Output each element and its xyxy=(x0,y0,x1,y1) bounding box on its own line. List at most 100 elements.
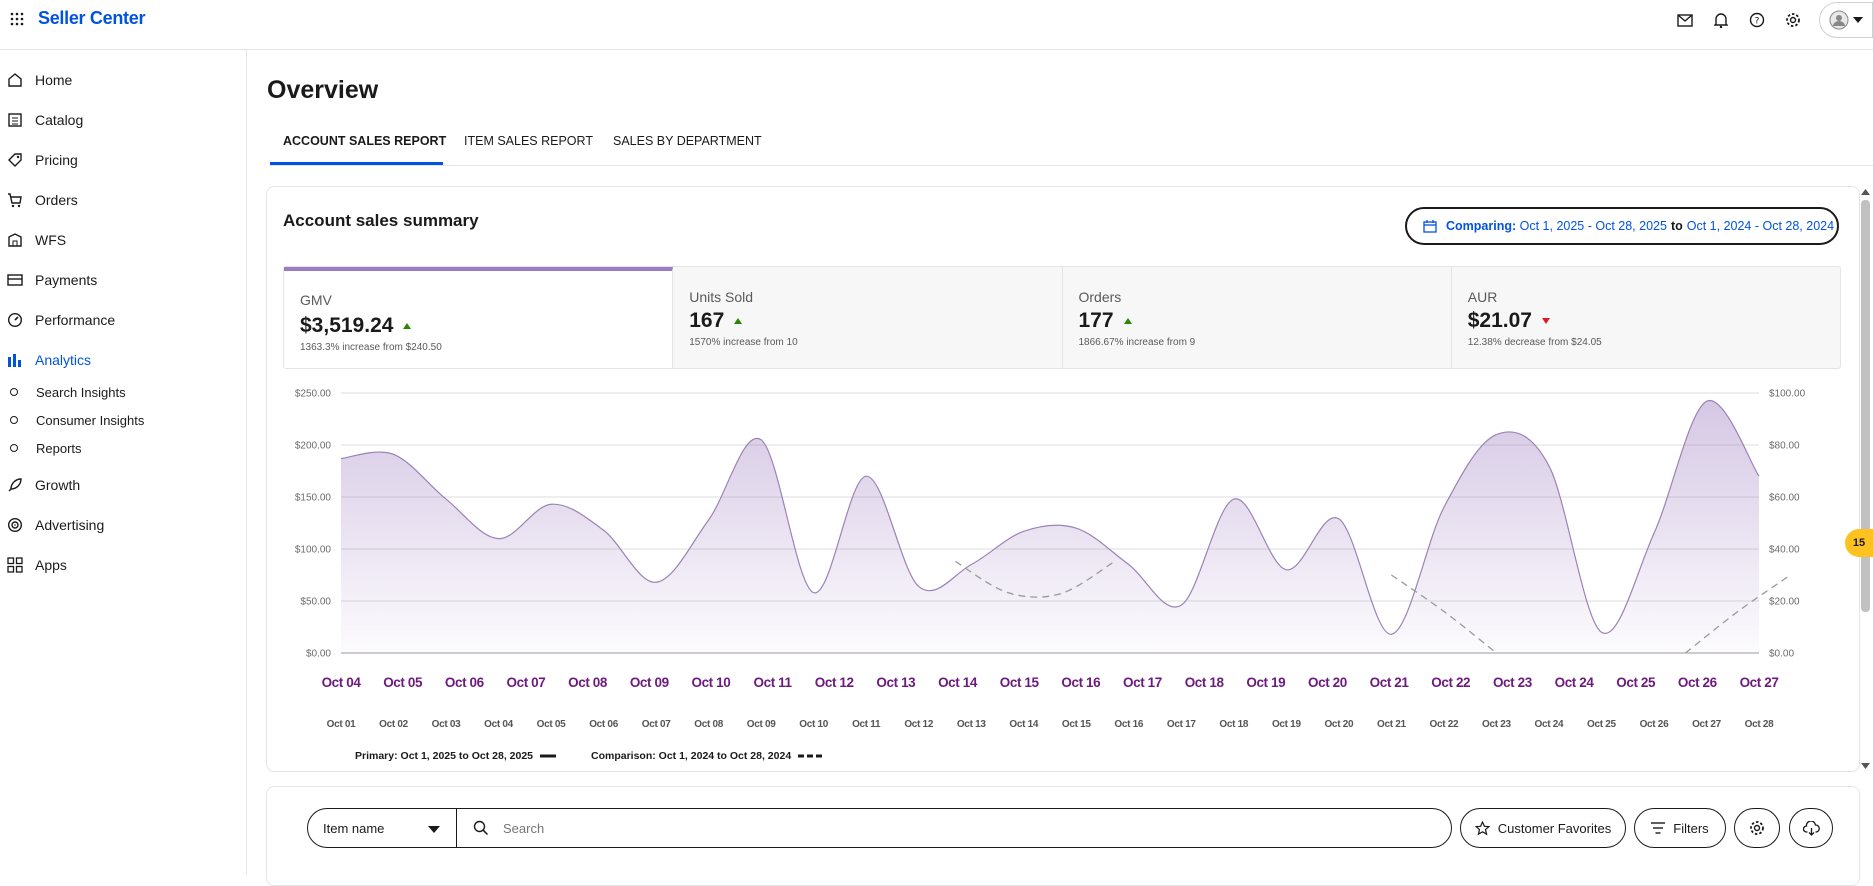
primary-date-label: Oct 25 xyxy=(1616,675,1656,690)
metric-tile-aur[interactable]: AUR $21.07 12.38% decrease from $24.05 xyxy=(1452,267,1840,368)
bullet-icon xyxy=(10,444,18,452)
sidebar-item-performance[interactable]: Performance xyxy=(0,308,246,332)
metric-tile-gmv[interactable]: GMV $3,519.24 1363.3% increase from $240… xyxy=(284,267,674,368)
download-button[interactable] xyxy=(1789,808,1833,848)
table-settings-button[interactable] xyxy=(1734,808,1780,848)
filters-label: Filters xyxy=(1673,820,1709,836)
sidebar-item-catalog[interactable]: Catalog xyxy=(0,108,246,132)
primary-line xyxy=(340,400,1760,635)
sidebar-item-home[interactable]: Home xyxy=(0,68,246,92)
bullet-icon xyxy=(10,388,18,396)
primary-date-label: Oct 26 xyxy=(1678,675,1718,690)
legend-comparison-label: Comparison: Oct 1, 2024 to Oct 28, 2024 xyxy=(591,750,792,762)
bar-chart-icon xyxy=(8,354,21,367)
sidebar-item-pricing[interactable]: Pricing xyxy=(0,148,246,172)
comparison-date-label: Oct 05 xyxy=(537,719,567,730)
tab-sales-by-department[interactable]: SALES BY DEPARTMENT xyxy=(613,134,762,148)
comparison-date-label: Oct 15 xyxy=(1062,719,1092,730)
brand-logo[interactable]: Seller Center xyxy=(38,8,146,28)
help-icon[interactable]: ? xyxy=(1739,2,1775,38)
sidebar-subitem-search-insights[interactable]: Search Insights xyxy=(0,382,246,402)
sidebar-item-label: Growth xyxy=(35,477,81,493)
filters-button[interactable]: Filters xyxy=(1634,808,1726,848)
home-icon xyxy=(8,73,22,87)
sidebar-item-analytics[interactable]: Analytics xyxy=(0,348,246,372)
sidebar-item-orders[interactable]: Orders xyxy=(0,188,246,212)
primary-date-label: Oct 13 xyxy=(876,675,916,690)
report-tabs: ACCOUNT SALES REPORT ITEM SALES REPORT S… xyxy=(270,124,1873,166)
primary-date-label: Oct 23 xyxy=(1493,675,1533,690)
cart-icon xyxy=(8,193,22,208)
card-scrollbar[interactable] xyxy=(1858,186,1873,772)
comparison-date-label: Oct 17 xyxy=(1167,719,1197,730)
primary-date-label: Oct 22 xyxy=(1431,675,1470,690)
active-tab-indicator xyxy=(270,162,443,165)
comparison-date-label: Oct 20 xyxy=(1324,719,1354,730)
gear-icon[interactable] xyxy=(1775,2,1811,38)
primary-date-label: Oct 06 xyxy=(445,675,485,690)
apps-icon xyxy=(7,557,23,573)
search-field-select[interactable]: Item name xyxy=(307,808,457,848)
customer-favorites-button[interactable]: Customer Favorites xyxy=(1460,808,1626,848)
comparison-date-label: Oct 27 xyxy=(1692,719,1722,730)
metric-delta: 1866.67% increase from 9 xyxy=(1078,337,1196,348)
comparison-line xyxy=(1685,574,1791,654)
sidebar-subitem-label: Reports xyxy=(36,440,82,456)
comparison-date-label: Oct 13 xyxy=(957,719,987,730)
metric-tile-orders[interactable]: Orders 177 1866.67% increase from 9 xyxy=(1063,267,1452,368)
metric-tile-units-sold[interactable]: Units Sold 167 1570% increase from 10 xyxy=(673,267,1063,368)
y-left-tick-label: $100.00 xyxy=(295,545,332,556)
comparison-date-label: Oct 16 xyxy=(1114,719,1144,730)
compare-secondary-range: Oct 1, 2024 - Oct 28, 2024 xyxy=(1686,219,1835,233)
primary-date-label: Oct 14 xyxy=(938,675,978,690)
caret-down-icon xyxy=(428,826,440,833)
app-grid-icon[interactable] xyxy=(10,12,24,26)
catalog-icon xyxy=(8,113,22,127)
date-compare-button[interactable]: Comparing: Oct 1, 2025 - Oct 28, 2025 to… xyxy=(1405,207,1839,245)
sidebar-item-growth[interactable]: Growth xyxy=(0,473,246,497)
account-menu-button[interactable] xyxy=(1819,2,1873,38)
sidebar-subitem-label: Search Insights xyxy=(36,384,126,400)
primary-date-label: Oct 08 xyxy=(568,675,608,690)
search-icon xyxy=(473,820,489,836)
gear-icon xyxy=(1750,821,1764,835)
tab-account-sales-report[interactable]: ACCOUNT SALES REPORT xyxy=(283,134,447,148)
calendar-icon xyxy=(1423,219,1437,233)
primary-date-label: Oct 12 xyxy=(815,675,854,690)
comparison-date-label: Oct 28 xyxy=(1745,719,1775,730)
primary-date-label: Oct 11 xyxy=(753,675,792,690)
sidebar-item-label: Pricing xyxy=(35,152,78,168)
metric-tiles: GMV $3,519.24 1363.3% increase from $240… xyxy=(283,266,1841,369)
primary-area xyxy=(341,400,1759,653)
primary-date-label: Oct 19 xyxy=(1246,675,1285,690)
y-right-tick-label: $60.00 xyxy=(1769,493,1800,504)
comparison-date-label: Oct 26 xyxy=(1640,719,1670,730)
sidebar-item-wfs[interactable]: WFS xyxy=(0,228,246,252)
primary-date-label: Oct 24 xyxy=(1555,675,1595,690)
notification-badge[interactable]: 15 xyxy=(1845,529,1873,557)
comparison-date-label: Oct 01 xyxy=(327,719,357,730)
sidebar-subitem-consumer-insights[interactable]: Consumer Insights xyxy=(0,410,246,430)
sidebar-item-payments[interactable]: Payments xyxy=(0,268,246,292)
sidebar-item-apps[interactable]: Apps xyxy=(0,553,246,577)
sidebar-item-label: WFS xyxy=(35,232,67,248)
sidebar-item-advertising[interactable]: Advertising xyxy=(0,513,246,537)
metric-label: Orders xyxy=(1078,289,1122,305)
y-right-tick-label: $40.00 xyxy=(1769,545,1800,556)
avatar-icon xyxy=(1829,10,1849,30)
tab-item-sales-report[interactable]: ITEM SALES REPORT xyxy=(464,134,593,148)
y-left-tick-label: $50.00 xyxy=(300,597,331,608)
bullet-icon xyxy=(10,416,18,424)
comparison-date-label: Oct 09 xyxy=(747,719,777,730)
mail-icon[interactable] xyxy=(1667,2,1703,38)
y-right-tick-label: $80.00 xyxy=(1769,441,1800,452)
cloud-download-icon xyxy=(1802,820,1820,836)
sidebar-item-label: Payments xyxy=(35,272,98,288)
metric-delta: 1363.3% increase from $240.50 xyxy=(300,342,442,353)
sidebar-item-label: Home xyxy=(35,72,73,88)
sidebar-subitem-reports[interactable]: Reports xyxy=(0,438,246,458)
search-input[interactable]: Search xyxy=(456,808,1452,848)
y-left-tick-label: $200.00 xyxy=(295,441,332,452)
bell-icon[interactable] xyxy=(1703,2,1739,38)
dashed-line-icon xyxy=(798,754,823,758)
